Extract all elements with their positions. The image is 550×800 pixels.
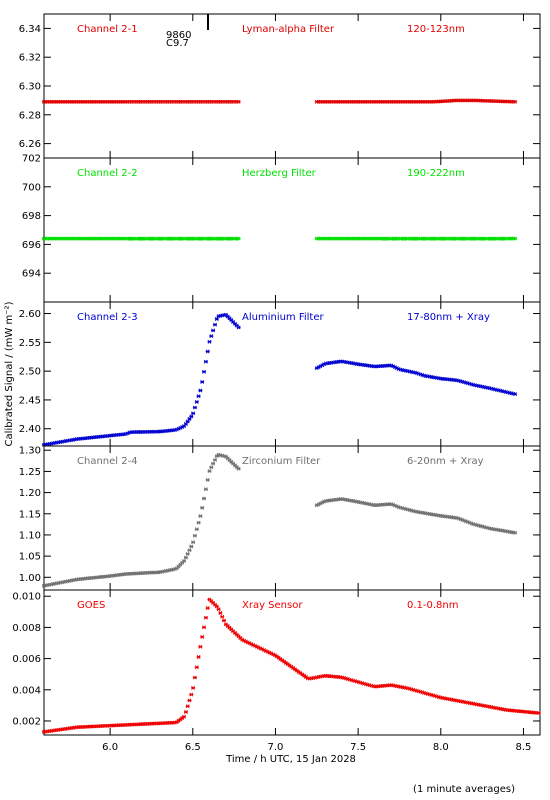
y-tick-label: 2.55 (19, 338, 41, 349)
filter-label: Lyman-alpha Filter (242, 24, 335, 35)
y-tick-label: 702 (22, 154, 41, 165)
y-tick-label: 2.50 (19, 367, 41, 378)
y-tick-label: 1.10 (19, 530, 41, 541)
y-tick-label: 6.32 (19, 53, 41, 64)
panel-1: 6.26 6.28 6.30 6.32 6.34 Channel 2-1 Lyman-alp… (19, 13, 541, 159)
band-label: 190-222nm (407, 168, 465, 179)
channel-label: Channel 2-2 (77, 168, 138, 179)
x-tick-label: 6.0 (102, 742, 118, 753)
x-tick-label: 8.0 (433, 742, 449, 753)
x-tick-label: 7.5 (350, 742, 366, 753)
flare-id-annotation: 9860 (166, 30, 191, 41)
y-tick-label: 0.008 (12, 623, 41, 634)
x-tick-label: 7.0 (268, 742, 284, 753)
panel-3: 2.40 2.45 2.50 2.55 2.60 Channel 2-3 Aluminium… (19, 301, 541, 447)
panel-frame (43, 445, 541, 591)
data-series (42, 597, 541, 734)
y-tick-label: 0.002 (12, 716, 41, 727)
y-tick-label: 2.40 (19, 424, 41, 435)
flare-class-annotation: C9.7 (166, 38, 189, 49)
band-label: 0.1-0.8nm (407, 600, 459, 611)
x-tick-label: 6.5 (185, 742, 201, 753)
y-tick-label: 1.20 (19, 488, 41, 499)
panel-2: 694 696 698 700 702 Channel 2-2 Herzberg Filte… (22, 154, 541, 303)
y-tick-label: 6.30 (19, 82, 41, 93)
band-label: 120-123nm (407, 24, 465, 35)
filter-label: Aluminium Filter (242, 312, 325, 323)
band-label: 6-20nm + Xray (407, 456, 484, 467)
panel-5: 0.002 0.004 0.006 0.008 0.010 GOES Xray Sensor… (12, 589, 541, 736)
y-tick-label: 2.45 (19, 395, 41, 406)
panel-frame (43, 589, 541, 736)
y-tick-label: 1.30 (19, 446, 41, 457)
panel-frame (43, 13, 541, 159)
y-tick-label: 1.25 (19, 467, 41, 478)
y-tick-label: 700 (22, 182, 41, 193)
channel-label: GOES (77, 600, 105, 611)
y-tick-label: 2.60 (19, 309, 41, 320)
y-tick-label: 6.26 (19, 139, 41, 150)
x-axis-label: Time / h UTC, 15 Jan 2028 (225, 754, 356, 765)
y-tick-label: 0.006 (12, 654, 41, 665)
band-label: 17-80nm + Xray (407, 312, 490, 323)
data-series (42, 236, 517, 241)
y-tick-label: 1.05 (19, 552, 41, 563)
y-tick-label: 1.00 (19, 573, 41, 584)
y-tick-label: 698 (22, 211, 41, 222)
filter-label: Zirconium Filter (242, 456, 321, 467)
panel-4: 1.00 1.05 1.10 1.15 1.20 1.25 1.30 Channel 2-4 Z… (19, 445, 541, 591)
filter-label: Xray Sensor (242, 600, 303, 611)
footnote: (1 minute averages) (413, 784, 515, 795)
y-tick-label: 0.004 (12, 685, 41, 696)
channel-label: Channel 2-4 (77, 456, 138, 467)
channel-label: Channel 2-3 (77, 312, 138, 323)
panel-frame (43, 301, 541, 447)
y-tick-label: 694 (22, 269, 41, 280)
panel-frame (43, 157, 541, 303)
y-tick-label: 0.010 (12, 592, 41, 603)
y-axis-label: Calibrated Signal / (mW m⁻²) (4, 301, 15, 446)
panels-group: 6.26 6.28 6.30 6.32 6.34 Channel 2-1 Lyman-alp… (12, 13, 541, 753)
data-series (42, 312, 517, 447)
y-tick-label: 696 (22, 240, 41, 251)
y-tick-label: 6.28 (19, 110, 41, 121)
data-series (42, 452, 517, 588)
channel-label: Channel 2-1 (77, 24, 138, 35)
data-series (42, 98, 517, 104)
y-tick-label: 1.15 (19, 509, 41, 520)
y-tick-label: 6.34 (19, 24, 41, 35)
filter-label: Herzberg Filter (242, 168, 317, 179)
x-tick-label: 8.5 (516, 742, 532, 753)
